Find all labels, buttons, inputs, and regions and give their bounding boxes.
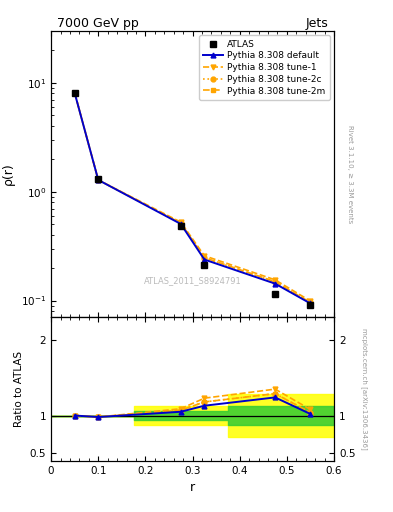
Pythia 8.308 default bbox=[308, 301, 313, 307]
ATLAS bbox=[72, 90, 77, 96]
Pythia 8.308 tune-1 bbox=[273, 277, 277, 283]
Text: 7000 GeV pp: 7000 GeV pp bbox=[57, 16, 138, 30]
Pythia 8.308 tune-1 bbox=[96, 177, 101, 183]
ATLAS bbox=[96, 176, 101, 182]
Y-axis label: mcplots.cern.ch [arXiv:1306.3436]: mcplots.cern.ch [arXiv:1306.3436] bbox=[361, 328, 368, 450]
Line: Pythia 8.308 default: Pythia 8.308 default bbox=[72, 91, 313, 306]
Pythia 8.308 default bbox=[273, 281, 277, 287]
Line: Pythia 8.308 tune-1: Pythia 8.308 tune-1 bbox=[72, 90, 313, 304]
Pythia 8.308 tune-1 bbox=[72, 90, 77, 96]
Pythia 8.308 tune-2m bbox=[96, 177, 101, 183]
Pythia 8.308 default bbox=[72, 90, 77, 96]
Legend: ATLAS, Pythia 8.308 default, Pythia 8.308 tune-1, Pythia 8.308 tune-2c, Pythia 8: ATLAS, Pythia 8.308 default, Pythia 8.30… bbox=[199, 35, 330, 100]
Y-axis label: ρ(r): ρ(r) bbox=[2, 163, 15, 185]
Text: ATLAS_2011_S8924791: ATLAS_2011_S8924791 bbox=[144, 275, 241, 285]
Text: Jets: Jets bbox=[306, 16, 329, 30]
Pythia 8.308 tune-1 bbox=[202, 252, 207, 259]
Pythia 8.308 tune-2c bbox=[273, 279, 277, 285]
Line: ATLAS: ATLAS bbox=[72, 90, 314, 308]
Pythia 8.308 tune-2c bbox=[308, 300, 313, 306]
Y-axis label: Rivet 3.1.10, ≥ 3.3M events: Rivet 3.1.10, ≥ 3.3M events bbox=[347, 125, 353, 223]
Pythia 8.308 default bbox=[178, 221, 183, 227]
X-axis label: r: r bbox=[190, 481, 195, 494]
ATLAS bbox=[273, 291, 277, 297]
Pythia 8.308 tune-2c bbox=[178, 220, 183, 226]
ATLAS bbox=[202, 262, 207, 268]
Pythia 8.308 tune-2c bbox=[72, 90, 77, 96]
Pythia 8.308 tune-2m bbox=[202, 254, 207, 261]
Pythia 8.308 tune-2m bbox=[178, 220, 183, 226]
Pythia 8.308 tune-2m bbox=[308, 300, 313, 306]
Pythia 8.308 tune-1 bbox=[308, 298, 313, 304]
Pythia 8.308 tune-2m bbox=[273, 279, 277, 285]
Pythia 8.308 default bbox=[202, 257, 207, 263]
ATLAS bbox=[308, 302, 313, 308]
Line: Pythia 8.308 tune-2c: Pythia 8.308 tune-2c bbox=[72, 90, 313, 305]
Y-axis label: Ratio to ATLAS: Ratio to ATLAS bbox=[14, 351, 24, 427]
Pythia 8.308 tune-2m bbox=[72, 90, 77, 96]
Pythia 8.308 default bbox=[96, 177, 101, 183]
Pythia 8.308 tune-2c bbox=[96, 177, 101, 183]
ATLAS bbox=[178, 223, 183, 229]
Pythia 8.308 tune-2c bbox=[202, 254, 207, 261]
Line: Pythia 8.308 tune-2m: Pythia 8.308 tune-2m bbox=[72, 90, 313, 305]
Pythia 8.308 tune-1 bbox=[178, 219, 183, 225]
